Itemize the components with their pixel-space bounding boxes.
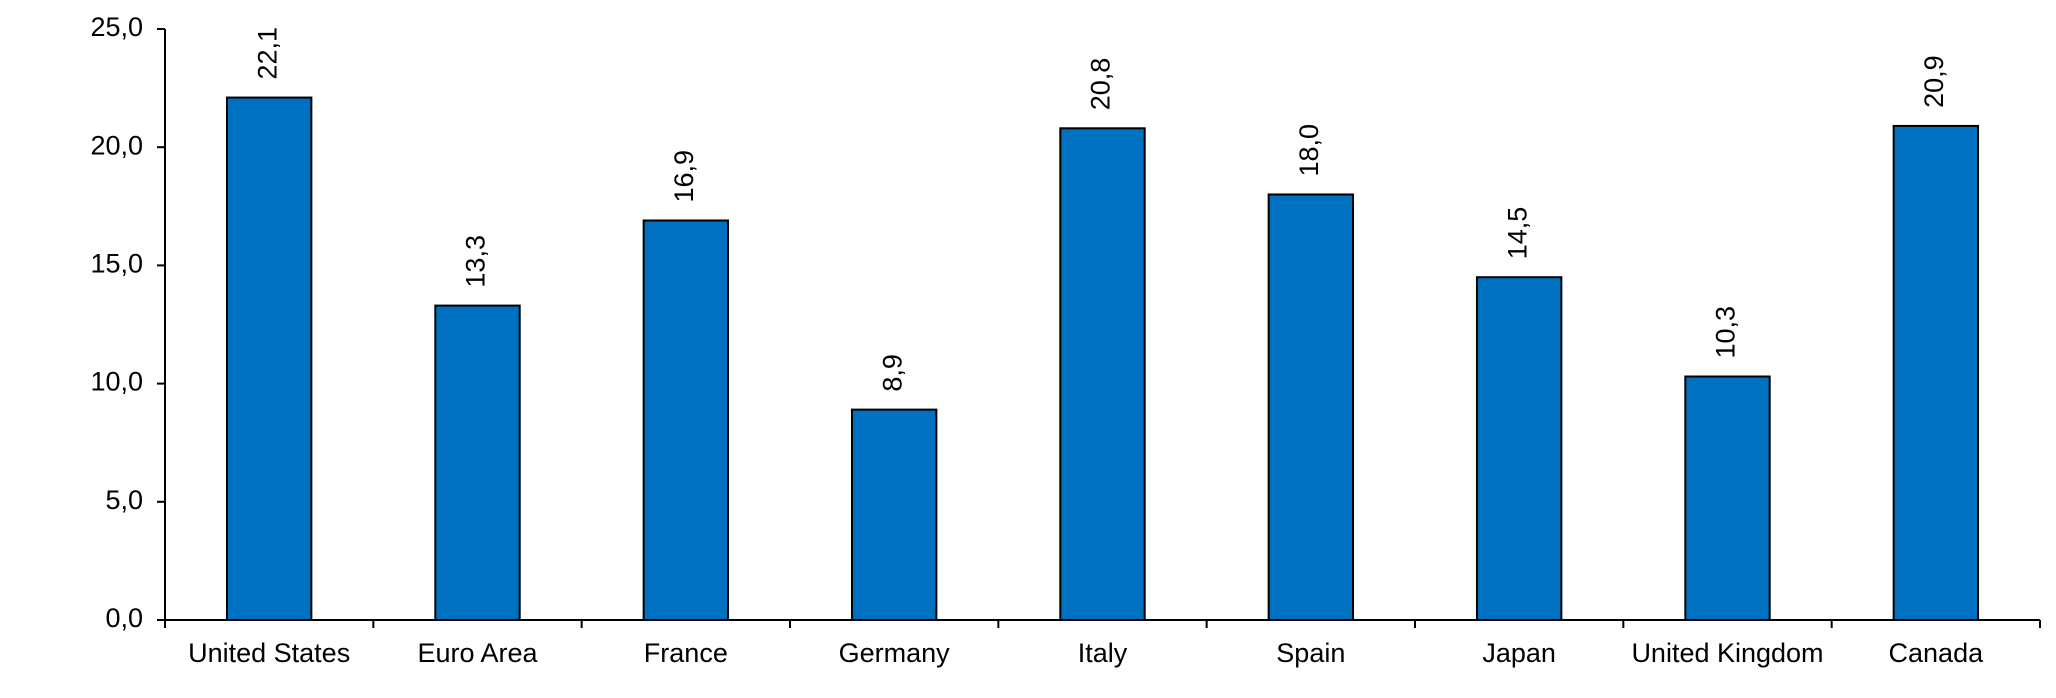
data-label: 10,3	[1711, 306, 1741, 359]
data-label: 14,5	[1502, 207, 1532, 260]
bar	[434, 304, 521, 621]
x-tick-label: France	[644, 638, 728, 668]
x-tick-label: Italy	[1078, 638, 1128, 668]
data-label: 16,9	[669, 150, 699, 203]
data-labels-group: 22,1 13,3 16,9 8,9 20,8 18,0 14,5 10,3 20,9	[252, 27, 1949, 392]
bar	[1684, 375, 1771, 621]
x-tick-label: Japan	[1482, 638, 1556, 668]
data-label: 8,9	[877, 354, 907, 392]
bar	[1267, 193, 1355, 621]
x-tick-label: Euro Area	[417, 638, 538, 668]
x-axis: United States Euro Area France Germany Italy…	[164, 619, 2041, 668]
x-tick-label: United Kingdom	[1631, 638, 1823, 668]
bar	[850, 408, 938, 621]
x-tick-label: United States	[188, 638, 350, 668]
bar	[1475, 276, 1563, 621]
x-tick-label: Spain	[1276, 638, 1345, 668]
data-label: 13,3	[461, 235, 491, 288]
bar	[1059, 127, 1146, 621]
bar	[642, 219, 730, 621]
y-tick-label: 5,0	[105, 485, 143, 515]
data-label: 20,9	[1919, 55, 1949, 108]
y-axis: 0,0 5,0 10,0 15,0 20,0 25,0	[90, 12, 166, 633]
y-tick-label: 10,0	[90, 367, 143, 397]
bar	[225, 96, 313, 621]
data-label: 22,1	[252, 27, 282, 80]
y-tick-label: 20,0	[90, 130, 143, 160]
data-label: 18,0	[1294, 124, 1324, 177]
data-label: 20,8	[1086, 58, 1116, 111]
y-tick-label: 15,0	[90, 249, 143, 279]
y-tick-label: 0,0	[105, 603, 143, 633]
bar	[1892, 124, 1980, 621]
bars-group	[225, 96, 1980, 621]
y-tick-label: 25,0	[90, 12, 143, 42]
x-tick-label: Germany	[839, 638, 951, 668]
x-tick-label: Canada	[1889, 638, 1985, 668]
